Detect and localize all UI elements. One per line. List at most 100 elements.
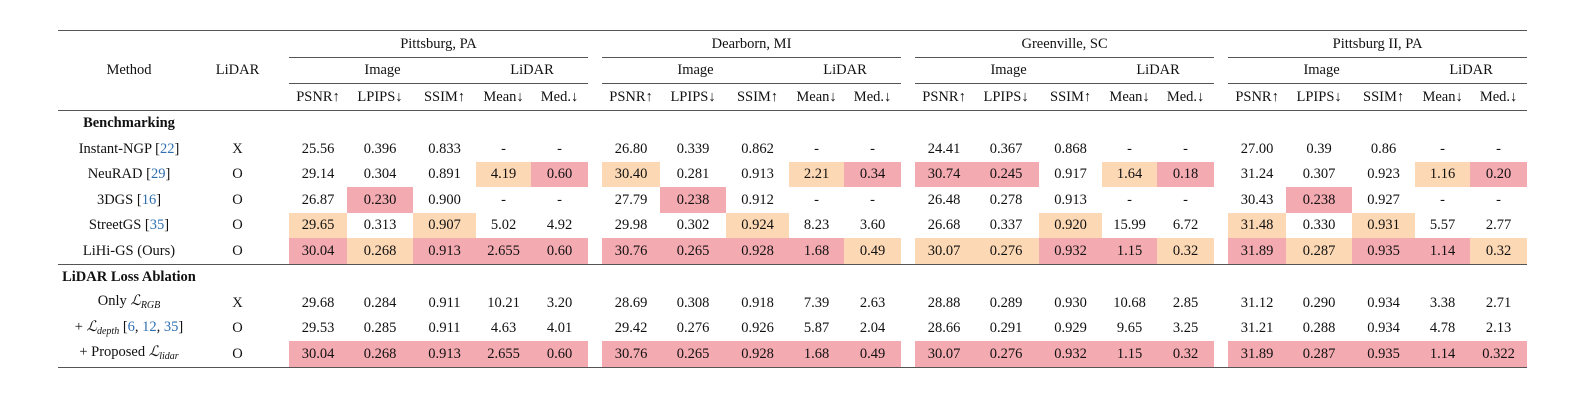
value-cell: 10.68	[1113, 294, 1146, 311]
gap-cell	[275, 238, 289, 265]
value-cell: -	[501, 140, 506, 157]
value-cell: 0.913	[1054, 191, 1087, 208]
metric-header: LPIPS↓	[1286, 83, 1353, 111]
method-prefix: Only	[97, 293, 131, 310]
value-cell: -	[1183, 140, 1188, 157]
value-cell: 26.87	[301, 191, 335, 208]
value-cell: 0.18	[1157, 161, 1215, 187]
gap-cell	[1214, 83, 1229, 111]
value-cell: 0.32	[1157, 341, 1215, 368]
value-cell: 0.20	[1470, 161, 1528, 187]
metric-header: SSIM↑	[413, 83, 476, 111]
metric-header: PSNR↑	[602, 83, 661, 111]
table-row: Instant-NGP [22] X 25.56 0.396 0.833 - - 26.80 0…	[58, 136, 1527, 162]
value-cell: 29.42	[614, 320, 648, 336]
value-cell: -	[1183, 191, 1188, 208]
metric-header: PSNR↑	[1228, 83, 1287, 111]
value-cell: 15.99	[1113, 217, 1146, 233]
value-cell: 0.230	[347, 187, 413, 213]
value-cell: 30.07	[915, 238, 974, 265]
value-cell: 0.278	[989, 191, 1023, 208]
gap-cell	[901, 316, 915, 342]
value-cell: 28.69	[614, 294, 648, 311]
gap-cell	[901, 341, 916, 368]
location-header: Dearborn, MI	[602, 30, 902, 58]
image-group-header: Image	[289, 57, 476, 84]
value-cell: 4.01	[546, 320, 573, 336]
metric-header: LPIPS↓	[660, 83, 727, 111]
header-row-groups: Image LiDAR Image LiDAR Image LiDAR Image LiDAR	[58, 57, 1528, 84]
method-name: Instant-NGP	[78, 140, 152, 157]
citation-ref: 22	[159, 140, 175, 157]
value-cell: 5.87	[803, 320, 830, 336]
lidar-flag: O	[232, 217, 243, 233]
value-cell: 0.60	[531, 238, 589, 265]
value-cell: 0.911	[428, 294, 461, 311]
method-name: 3DGS	[96, 191, 134, 208]
method-cell: StreetGS [35]	[88, 217, 170, 233]
method-prefix: +	[74, 318, 87, 335]
gap-cell	[1214, 187, 1228, 213]
value-cell: 31.89	[1228, 238, 1287, 265]
value-cell: 26.48	[927, 191, 961, 208]
gap-cell	[901, 136, 915, 162]
lidar-flag: O	[200, 341, 275, 368]
gap-cell	[901, 83, 916, 111]
value-cell: 7.39	[803, 294, 830, 311]
metric-header: SSIM↑	[726, 83, 790, 111]
citation-ref: 29	[150, 166, 166, 182]
value-cell: 1.15	[1102, 341, 1158, 368]
value-cell: 0.931	[1352, 212, 1416, 238]
lidar-group-header: LiDAR	[476, 57, 589, 84]
method-cell: 3DGS [16]	[96, 191, 162, 208]
method-cell: Instant-NGP [22]	[78, 140, 180, 157]
gap-cell	[901, 213, 915, 239]
value-cell: 0.289	[989, 294, 1023, 311]
value-cell: 1.15	[1102, 238, 1158, 265]
value-cell: 1.68	[789, 238, 845, 265]
loss-subscript: lidar	[159, 351, 179, 363]
location-header: Pittsburg, PA	[289, 30, 589, 58]
method-prefix: + Proposed	[79, 344, 149, 361]
value-cell: 0.928	[726, 238, 790, 265]
value-cell: -	[870, 191, 875, 208]
table-row: + ℒdepth [6, 12, 35] O 29.53 0.285 0.911 4.63…	[58, 316, 1527, 342]
value-cell: 0.367	[989, 140, 1023, 157]
gap-cell	[588, 316, 602, 342]
value-cell: 2.655	[476, 341, 531, 368]
value-cell: 0.868	[1054, 140, 1087, 157]
value-cell: 2.04	[859, 320, 886, 336]
value-cell: 0.308	[676, 294, 710, 311]
gap-cell	[901, 162, 915, 188]
metric-header: Med.↓	[844, 83, 902, 111]
value-cell: 0.287	[1286, 238, 1353, 265]
loss-symbol: ℒ	[148, 344, 160, 361]
metric-header: Med.↓	[1470, 83, 1528, 111]
value-cell: 1.64	[1102, 161, 1158, 187]
value-cell: 28.88	[927, 294, 961, 311]
value-cell: 0.322	[1470, 341, 1528, 368]
value-cell: -	[1440, 191, 1445, 208]
citation-ref: 6	[127, 318, 135, 335]
value-cell: 6.72	[1172, 217, 1199, 233]
value-cell: 10.21	[487, 294, 520, 311]
value-cell: 0.302	[676, 217, 710, 233]
citation-ref: 35	[163, 318, 179, 335]
value-cell: 0.290	[1302, 294, 1336, 311]
metric-header: Mean↓	[1102, 83, 1158, 111]
value-cell: 0.313	[363, 217, 397, 233]
value-cell: 0.276	[973, 238, 1040, 265]
gap-cell	[588, 213, 602, 239]
value-cell: 0.927	[1367, 191, 1400, 208]
method-cell: + ℒdepth [6, 12, 35]	[74, 318, 184, 337]
value-cell: 0.284	[363, 294, 397, 311]
lidar-group-header: LiDAR	[1102, 57, 1215, 84]
gap-cell	[275, 83, 289, 111]
gap-cell	[275, 30, 289, 57]
value-cell: 0.862	[741, 140, 774, 157]
gap-cell	[588, 341, 603, 368]
value-cell: 1.14	[1415, 238, 1471, 265]
value-cell: 0.49	[844, 341, 902, 368]
gap-cell	[1214, 238, 1229, 265]
value-cell: 0.833	[428, 140, 461, 157]
